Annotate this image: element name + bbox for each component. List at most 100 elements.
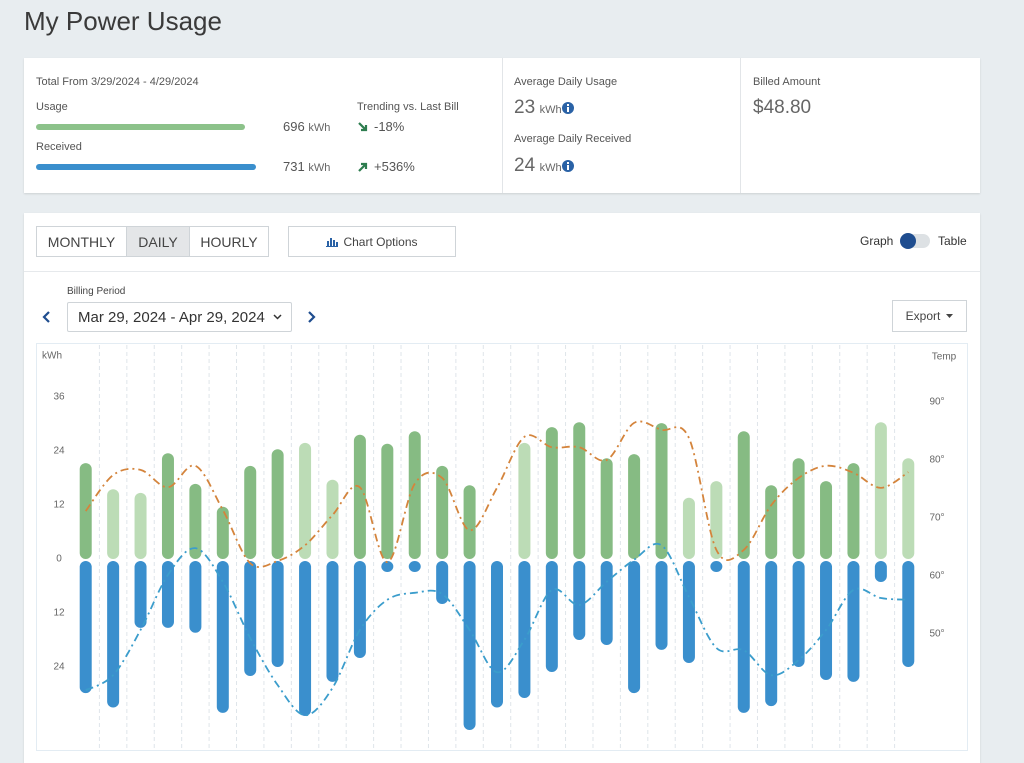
usage-trend: -18% [374,119,405,134]
bar [820,561,833,681]
y2-tick-label: 90° [929,397,944,408]
chart-options-button[interactable]: Chart Options [288,226,456,257]
received-trend: +536% [374,159,415,174]
table-label: Table [938,234,967,248]
bar [573,561,586,640]
y-tick-label: 24 [53,446,65,457]
bar [436,465,449,559]
avg-received-label: Average Daily Received [514,133,632,145]
y-tick-label: 36 [53,392,65,403]
bar [353,434,366,559]
bar [655,423,668,559]
bar [189,561,202,633]
bar [271,449,284,559]
bar [134,492,147,559]
bar [847,561,860,682]
y2-axis-title: Temp [932,352,957,363]
bar [710,481,723,559]
bar [628,561,641,694]
bar [573,422,586,559]
bar [792,458,805,559]
avg-usage-value: 23 [514,97,536,118]
temp-line [85,542,909,717]
bar [326,561,339,682]
usage-label: Usage [36,101,68,113]
bar [189,483,202,559]
info-icon[interactable] [561,160,574,172]
avg-usage: 23 kWh [514,97,574,119]
billing-period-select[interactable]: Mar 29, 2024 - Apr 29, 2024 [67,302,292,332]
bar [902,458,915,559]
bar [682,497,695,559]
divider [740,58,741,193]
period: Total From 3/29/2024 - 4/29/2024 [36,76,199,88]
bar [737,561,750,713]
usage-total: 696 kWh [283,119,330,134]
tab[interactable]: DAILY [126,226,190,257]
export-button[interactable]: Export [892,300,967,332]
select-caret [273,314,282,320]
view-toggle[interactable] [900,233,930,249]
bar [134,561,147,628]
down-arrow [358,122,368,132]
billed-amount: $48.80 [753,97,812,118]
bar [765,485,778,559]
up-arrow [358,162,368,172]
unit: kWh [539,104,562,116]
y2-tick-label: 60° [929,571,944,582]
chart-options-label: Chart Options [343,234,418,249]
usage-bar [36,124,246,130]
next-button[interactable] [306,310,316,324]
received-total: 731 kWh [283,159,330,174]
bar [600,561,613,645]
received-value: 731 [283,159,305,174]
bar [107,561,120,708]
graph-label: Graph [860,234,894,248]
bar [299,442,312,559]
bar [737,431,750,559]
tab[interactable]: HOURLY [189,226,269,257]
export-label: Export [905,309,941,323]
tab-group: MONTHLY DAILY HOURLY [36,226,269,257]
received-label: Received [36,141,82,153]
bar [792,561,805,667]
bar [545,427,558,559]
bar [655,561,668,650]
y-axis-title: kWh [42,351,62,362]
bar [381,443,394,559]
unit: kWh [308,122,331,134]
bar [463,561,476,730]
prev-button[interactable] [42,310,52,324]
billed-label: Billed Amount [753,76,821,88]
info-icon[interactable] [561,102,574,114]
bar [271,561,284,667]
bar [353,561,366,658]
bar [874,422,887,559]
bar [518,561,531,699]
summary-card: Total From 3/29/2024 - 4/29/2024 Usage 6… [24,58,980,193]
bar [847,463,860,559]
billing-period: Mar 29, 2024 - Apr 29, 2024 [78,308,265,326]
y2-tick-label: 50° [929,629,944,640]
bar [463,485,476,559]
bar [79,463,92,559]
bar [408,431,421,559]
unit: kWh [539,162,562,174]
bar [79,561,92,694]
bar [161,453,174,559]
y-tick-label: 12 [53,500,65,511]
received-bar [36,164,256,170]
bar [299,561,312,717]
bar [381,561,394,573]
usage-value: 696 [283,119,305,134]
bar [600,458,613,559]
separator [24,271,980,272]
y-tick-label: 0 [56,554,62,565]
bar [216,561,229,713]
y-tick-label: 12 [53,608,65,619]
bar [436,561,449,604]
tab[interactable]: MONTHLY [36,226,127,257]
bar [682,561,695,663]
